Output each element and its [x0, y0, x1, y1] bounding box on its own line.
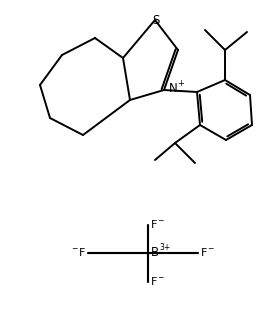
Text: F: F: [151, 220, 157, 230]
Text: F: F: [201, 248, 207, 258]
Text: −: −: [157, 217, 163, 225]
Text: B: B: [151, 247, 159, 259]
Text: +: +: [177, 80, 184, 89]
Text: −: −: [157, 274, 163, 283]
Text: F: F: [151, 277, 157, 287]
Text: N: N: [169, 83, 178, 95]
Text: 3+: 3+: [159, 244, 170, 253]
Text: S: S: [152, 13, 160, 27]
Text: −: −: [72, 244, 78, 254]
Text: F: F: [79, 248, 85, 258]
Text: −: −: [207, 244, 213, 254]
